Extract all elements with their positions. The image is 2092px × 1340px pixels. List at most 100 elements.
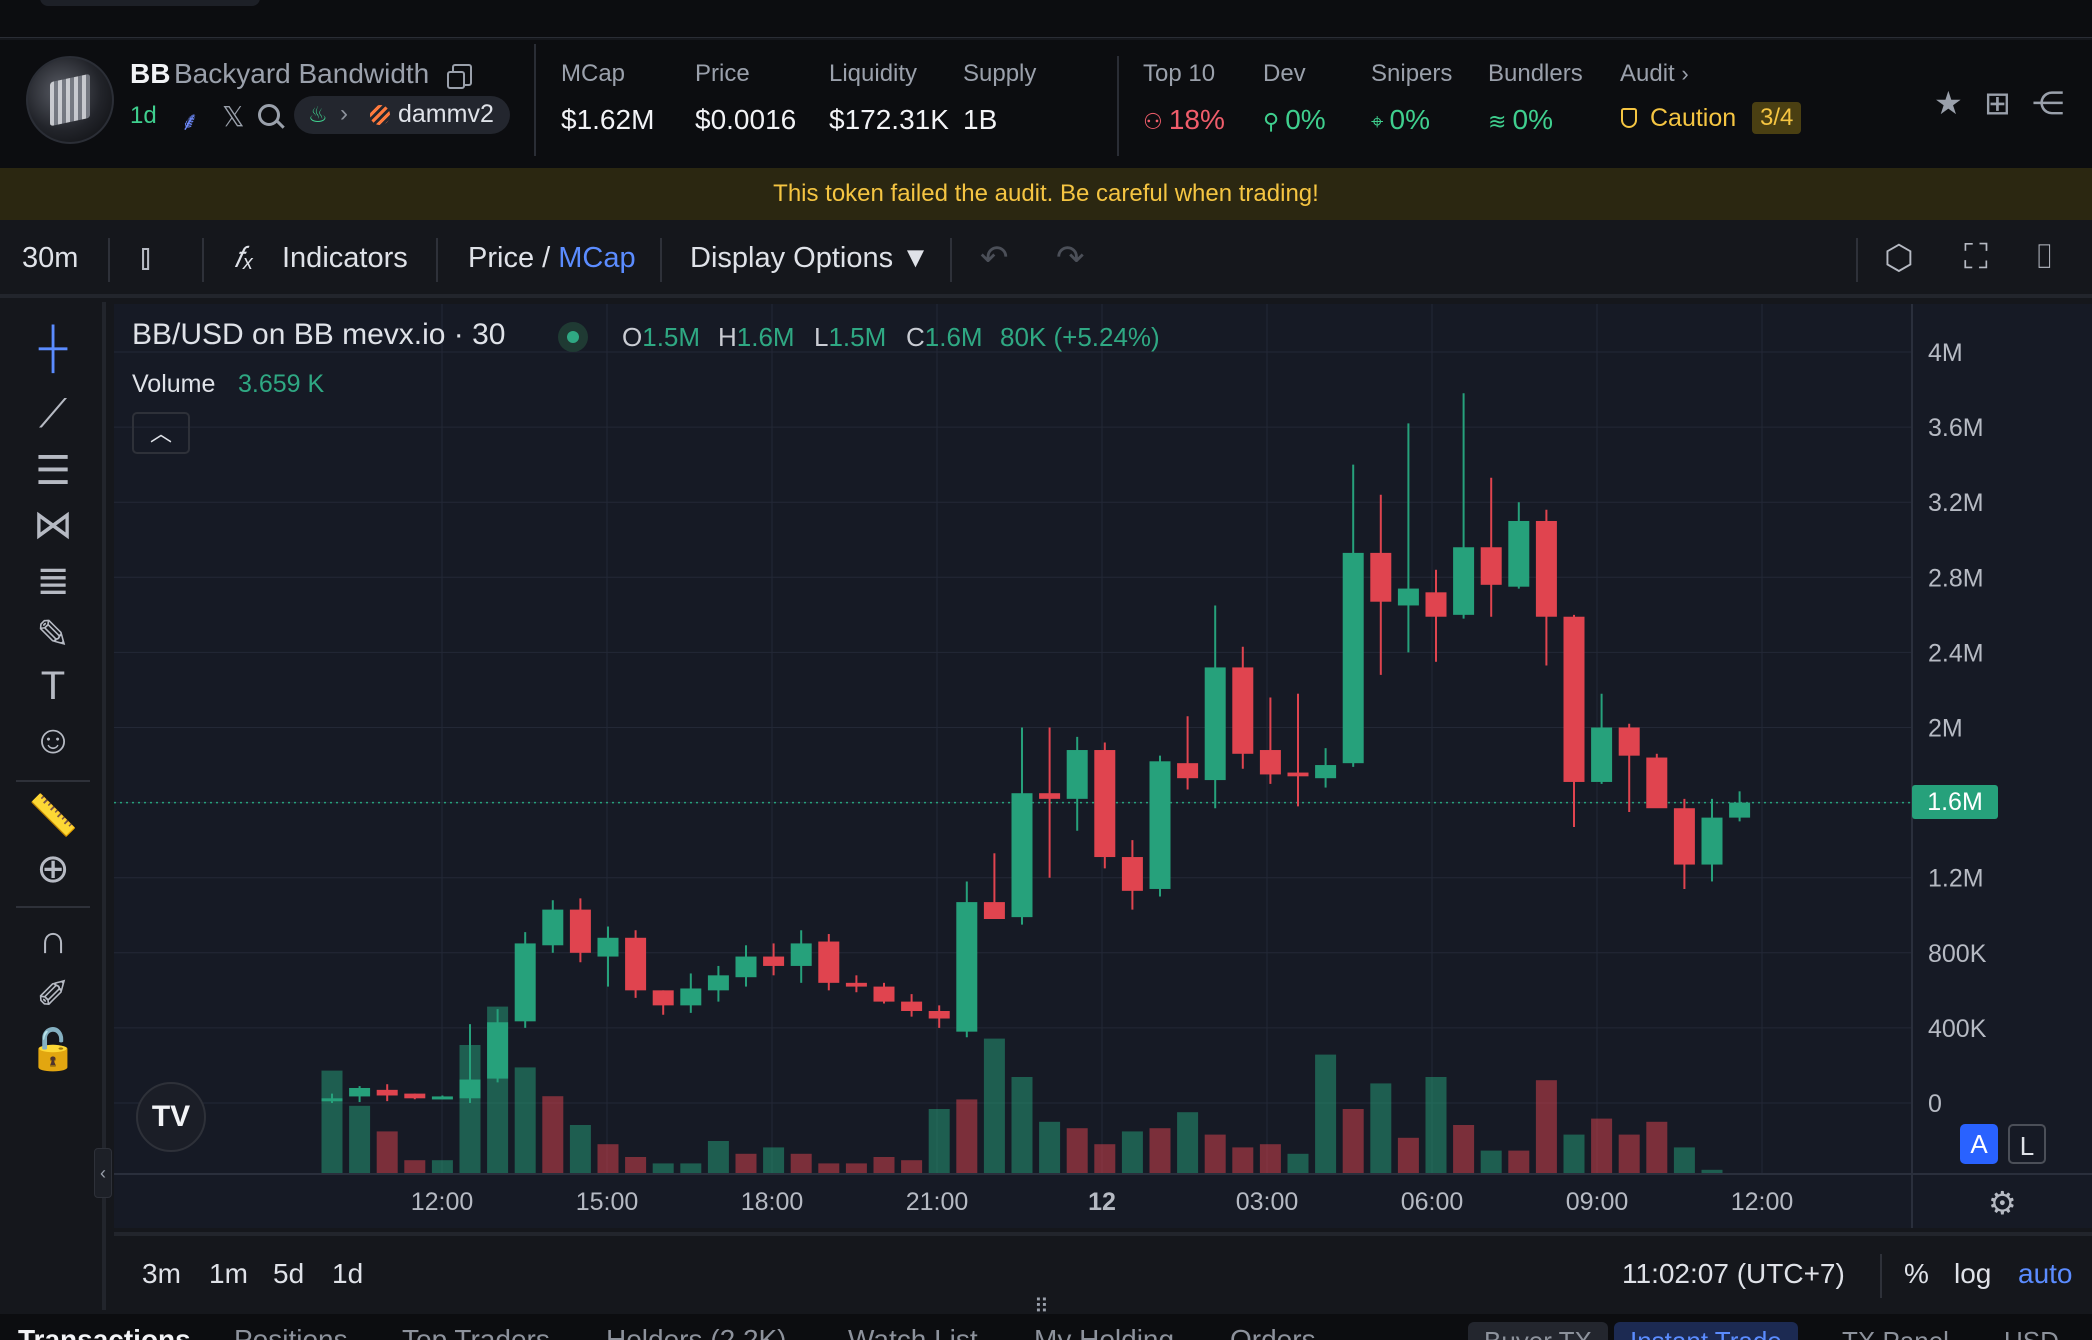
ohlc-close-value: 1.6M [924,322,983,352]
emoji-icon[interactable]: ☺ [32,718,74,762]
volume-bar [1315,1054,1337,1173]
trend-line-icon[interactable]: ⟋ [39,392,67,436]
currency-toggle[interactable]: USD [1988,1322,2075,1340]
tab-positions[interactable]: Positions [234,1324,348,1340]
x-tick-label: 12:00 [411,1188,474,1216]
star-icon[interactable]: ★ [1934,85,1963,121]
volume-bar [1094,1144,1116,1173]
range-5d[interactable]: 5d [273,1258,305,1289]
users-icon: ⚇ [1143,109,1169,134]
shield-icon [1621,108,1637,128]
text-icon[interactable]: T [40,664,66,708]
candle-body [1066,750,1088,799]
clock[interactable]: 11:02:07 (UTC+7) [1622,1258,1845,1289]
feather-icon[interactable]: ⸙ [180,106,200,136]
instant-trade-button[interactable]: Instant Trade [1614,1322,1798,1340]
dex-pill[interactable]: ♨ › dammv2 [294,96,510,134]
price-mcap-toggle[interactable]: Price / MCap [468,242,636,275]
audit-label[interactable]: Audit › [1620,60,1689,88]
search-icon[interactable] [258,104,280,126]
magnet-icon[interactable]: ∩ [38,918,68,962]
candle-body [790,943,812,966]
volume-bar [1591,1118,1613,1173]
ruler-icon[interactable]: 📏 [28,794,78,838]
chart-add-icon[interactable]: ⊞ [1984,85,2011,121]
live-status-dot [558,322,588,352]
x-tick-label: 12:00 [1731,1188,1794,1216]
ohlc-open: O1.5M [622,322,700,353]
brush-icon[interactable]: ✎ [36,613,70,657]
horizontal-lines-icon[interactable]: ☰ [35,449,71,493]
interval-select[interactable]: 30m [22,242,79,274]
tx-panel-button[interactable]: TX Panel [1826,1322,1965,1340]
range-1m[interactable]: 1m [209,1258,248,1289]
indicators-button[interactable]: Indicators [282,242,408,274]
volume-bar [652,1163,674,1173]
pattern-icon[interactable]: ⋈ [33,503,73,547]
tab-my-holding[interactable]: My Holding [1034,1324,1175,1340]
toolbar-separator [436,238,438,282]
volume-bar [1563,1134,1585,1173]
y-tick-label: 2.4M [1928,639,1984,667]
candle-body [763,956,785,966]
auto-toggle[interactable]: auto [2018,1258,2073,1289]
tab-transactions[interactable]: Transactions [18,1324,191,1340]
candle-body [514,943,536,1022]
candle-body [459,1079,481,1099]
toolbar-separator [950,238,952,282]
ohlc-open-value: 1.5M [642,322,701,352]
dev-percent: 0% [1285,104,1326,135]
candle-body [1039,793,1061,799]
auto-scale-button[interactable]: A [1960,1124,1998,1164]
settings-hex-icon[interactable]: ⬡ [1884,239,1914,277]
range-3m[interactable]: 3m [142,1258,181,1289]
crosshair-icon[interactable]: ┼ [38,326,68,370]
tab-watch-list[interactable]: Watch List [848,1324,978,1340]
volume-bar [404,1160,426,1173]
candle-body [1646,757,1668,809]
candlestick-chart[interactable]: 4M 3.6M 3.2M 2.8M 2.4M 2M 1.6M 1.2M 800K 400K 0 12:… [114,304,2092,1228]
supply-value: 1B [963,104,998,135]
toolbar-separator [108,238,110,282]
undo-icon[interactable]: ↶ [980,239,1009,277]
unlock-icon[interactable]: 🔓 [28,1028,78,1072]
lock-pencil-icon[interactable]: ✐ [36,973,70,1017]
redo-icon[interactable]: ↷ [1056,239,1085,277]
collapse-toolbar-handle[interactable]: ‹ [94,1148,112,1198]
tab-orders[interactable]: Orders [1230,1324,1316,1340]
y-tick-label: 800K [1928,940,1987,968]
tab-top-traders[interactable]: Top Traders [402,1324,550,1340]
share-icon[interactable]: ⋲ [2032,85,2064,121]
zoom-in-icon[interactable]: ⊕ [36,847,70,891]
x-icon[interactable]: 𝕏 [222,101,245,132]
log-toggle[interactable]: log [1954,1258,1992,1289]
candles-icon[interactable]: ⫾ [140,238,151,276]
legend-collapse-button[interactable]: ︿ [132,412,190,454]
time-axis-settings-icon[interactable]: ⚙ [1988,1185,2017,1221]
volume-bar [1646,1121,1668,1173]
volume-bar [321,1070,343,1173]
resize-grip-icon[interactable]: ⠿ [1034,1296,1049,1318]
tab-holders[interactable]: Holders (2.2K) [606,1324,787,1340]
display-options-button[interactable]: Display Options ▼ [690,242,930,274]
copy-icon[interactable] [447,64,472,89]
fib-levels-icon[interactable]: ≣ [36,559,70,603]
chevron-right-icon: › [340,100,348,127]
camera-icon[interactable]: ⌷ [2034,238,2055,276]
chart-pane[interactable]: 4M 3.6M 3.2M 2.8M 2.4M 2M 1.6M 1.2M 800K 400K 0 12:… [114,304,2092,1228]
chart-toolbar: 30m ⫾ 𝑓ₓ Indicators Price / MCap Display… [0,220,2092,298]
buyer-tx-button[interactable]: Buyer TX [1468,1322,1608,1340]
volume-bar [1232,1147,1254,1173]
fullscreen-icon[interactable]: ⛶ [1964,238,1988,276]
log-scale-button[interactable]: L [2008,1124,2046,1164]
snipers-label: Snipers [1371,60,1453,87]
volume-bar [376,1131,398,1173]
top10-value: ⚇ 18% [1143,104,1225,136]
x-tick-label: 21:00 [906,1188,969,1216]
candle-body [376,1089,398,1096]
percent-toggle[interactable]: % [1904,1258,1929,1289]
tradingview-logo[interactable]: TV [136,1082,206,1152]
range-1d[interactable]: 1d [332,1258,364,1289]
chart-bottom-bar: 3m 1m 5d 1d 11:02:07 (UTC+7) % log auto [114,1232,2092,1310]
bundlers-value: ≋ 0% [1488,104,1553,136]
